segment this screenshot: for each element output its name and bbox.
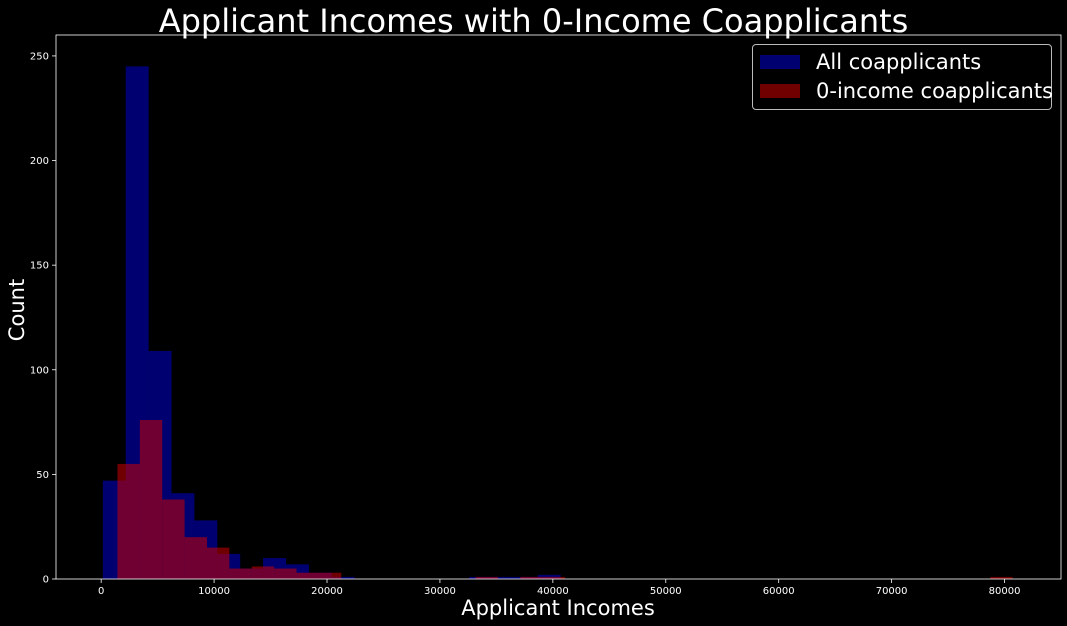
y-tick-label: 0 bbox=[43, 575, 49, 586]
x-tick-label: 20000 bbox=[311, 586, 343, 597]
x-axis-label: Applicant Incomes bbox=[461, 596, 655, 620]
legend-label-all: All coapplicants bbox=[816, 50, 982, 74]
histogram-bar-series-0 bbox=[491, 576, 515, 579]
legend-item-all: All coapplicants bbox=[760, 50, 981, 74]
y-tick-label: 100 bbox=[30, 365, 49, 376]
histogram-bar-series-1 bbox=[274, 568, 297, 579]
x-tick-label: 40000 bbox=[537, 586, 569, 597]
histogram-bar-series-1 bbox=[542, 576, 566, 579]
histogram-bar-series-1 bbox=[475, 576, 498, 579]
y-tick-label: 50 bbox=[36, 470, 49, 481]
x-tick-label: 80000 bbox=[989, 586, 1021, 597]
y-tick-label: 200 bbox=[30, 156, 49, 167]
histogram-bar-series-1 bbox=[229, 568, 252, 579]
histogram-bar-series-1 bbox=[184, 537, 207, 579]
x-tick-label: 60000 bbox=[763, 586, 795, 597]
legend-swatch-all bbox=[760, 55, 800, 69]
x-tick-label: 70000 bbox=[876, 586, 908, 597]
histogram-bar-series-1 bbox=[206, 547, 230, 579]
chart-title: Applicant Incomes with 0-Income Coapplic… bbox=[158, 2, 909, 40]
histogram-bar-series-1 bbox=[162, 499, 185, 579]
histogram-bar-series-1 bbox=[990, 576, 1013, 579]
legend: All coapplicants 0-income coapplicants bbox=[752, 44, 1053, 110]
x-tick-label: 30000 bbox=[424, 586, 456, 597]
x-tick-label: 50000 bbox=[650, 586, 682, 597]
histogram-bar-series-1 bbox=[296, 572, 319, 579]
histogram-bar-series-1 bbox=[117, 463, 140, 579]
y-tick-label: 150 bbox=[30, 261, 49, 272]
histogram-bar-series-0 bbox=[331, 576, 355, 579]
histogram-bar-series-1 bbox=[251, 566, 275, 579]
ticks-layer: 0 10000 20000 30000 40000 50000 60000 70000 8000… bbox=[30, 51, 1021, 597]
x-tick-label: 0 bbox=[98, 586, 104, 597]
bars-layer bbox=[102, 66, 1013, 579]
histogram-bar-series-1 bbox=[520, 576, 543, 579]
legend-swatch-zero-income bbox=[760, 84, 800, 98]
legend-label-zero-income: 0-income coapplicants bbox=[816, 79, 1054, 103]
plot-frame bbox=[55, 34, 1062, 580]
x-tick-label: 10000 bbox=[198, 586, 230, 597]
y-tick-label: 250 bbox=[30, 51, 49, 62]
legend-item-zero-income: 0-income coapplicants bbox=[760, 79, 1053, 103]
histogram-bar-series-1 bbox=[139, 419, 163, 579]
histogram-bar-series-1 bbox=[318, 572, 342, 579]
